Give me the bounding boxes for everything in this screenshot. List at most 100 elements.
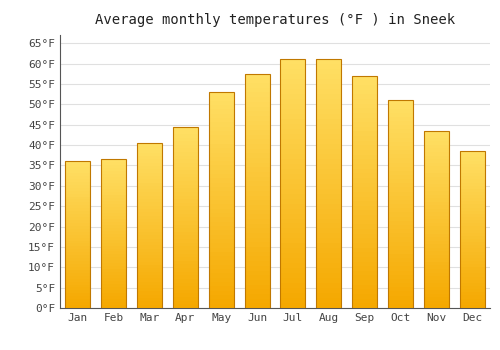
Bar bbox=[388, 104, 413, 108]
Bar bbox=[388, 183, 413, 188]
Bar bbox=[101, 174, 126, 177]
Bar bbox=[208, 131, 234, 135]
Bar bbox=[173, 214, 198, 217]
Bar bbox=[173, 206, 198, 210]
Bar bbox=[460, 233, 484, 236]
Bar bbox=[424, 148, 449, 152]
Bar bbox=[388, 295, 413, 300]
Bar bbox=[352, 234, 377, 238]
Bar bbox=[66, 240, 90, 244]
Bar bbox=[137, 288, 162, 292]
Bar bbox=[244, 158, 270, 163]
Bar bbox=[66, 299, 90, 302]
Bar bbox=[208, 101, 234, 105]
Bar bbox=[460, 252, 484, 255]
Bar bbox=[460, 204, 484, 208]
Bar bbox=[137, 166, 162, 169]
Bar bbox=[208, 96, 234, 101]
Bar bbox=[388, 221, 413, 225]
Bar bbox=[244, 186, 270, 191]
Bar bbox=[388, 133, 413, 138]
Bar bbox=[101, 278, 126, 281]
Bar bbox=[460, 255, 484, 258]
Bar bbox=[316, 268, 342, 273]
Bar bbox=[101, 204, 126, 207]
Bar bbox=[137, 143, 162, 146]
Bar bbox=[173, 127, 198, 130]
Bar bbox=[66, 199, 90, 202]
Bar bbox=[316, 184, 342, 189]
Bar bbox=[424, 134, 449, 138]
Bar bbox=[280, 60, 305, 308]
Bar bbox=[244, 271, 270, 275]
Bar bbox=[316, 60, 342, 308]
Bar bbox=[137, 199, 162, 202]
Bar bbox=[137, 219, 162, 222]
Bar bbox=[66, 202, 90, 205]
Bar bbox=[101, 216, 126, 219]
Bar bbox=[280, 283, 305, 288]
Bar bbox=[137, 236, 162, 239]
Bar bbox=[352, 280, 377, 285]
Bar bbox=[316, 248, 342, 253]
Bar bbox=[388, 237, 413, 241]
Bar bbox=[244, 153, 270, 158]
Bar bbox=[208, 222, 234, 226]
Bar bbox=[137, 298, 162, 301]
Bar bbox=[388, 262, 413, 266]
Bar bbox=[280, 263, 305, 268]
Bar bbox=[173, 188, 198, 192]
Bar bbox=[66, 270, 90, 273]
Bar bbox=[316, 194, 342, 199]
Bar bbox=[101, 207, 126, 210]
Bar bbox=[388, 162, 413, 167]
Bar bbox=[173, 134, 198, 138]
Bar bbox=[244, 261, 270, 266]
Bar bbox=[66, 293, 90, 296]
Bar bbox=[424, 188, 449, 191]
Bar bbox=[460, 211, 484, 214]
Bar bbox=[316, 109, 342, 114]
Bar bbox=[137, 225, 162, 229]
Bar bbox=[316, 144, 342, 149]
Bar bbox=[460, 239, 484, 242]
Bar bbox=[208, 92, 234, 96]
Bar bbox=[280, 154, 305, 159]
Bar bbox=[66, 255, 90, 258]
Bar bbox=[101, 287, 126, 290]
Bar bbox=[460, 189, 484, 192]
Bar bbox=[280, 179, 305, 184]
Bar bbox=[316, 238, 342, 243]
Bar bbox=[460, 242, 484, 245]
Bar bbox=[388, 117, 413, 121]
Bar bbox=[424, 152, 449, 155]
Bar bbox=[208, 153, 234, 157]
Bar bbox=[352, 289, 377, 294]
Bar bbox=[424, 198, 449, 202]
Bar bbox=[280, 258, 305, 263]
Bar bbox=[137, 163, 162, 166]
Bar bbox=[66, 161, 90, 164]
Bar bbox=[244, 92, 270, 97]
Bar bbox=[137, 156, 162, 160]
Bar bbox=[352, 285, 377, 289]
Bar bbox=[101, 272, 126, 275]
Bar bbox=[208, 286, 234, 291]
Bar bbox=[280, 288, 305, 293]
Bar bbox=[352, 196, 377, 201]
Bar bbox=[316, 298, 342, 303]
Bar bbox=[137, 265, 162, 268]
Bar bbox=[66, 205, 90, 208]
Bar bbox=[244, 238, 270, 243]
Bar bbox=[208, 157, 234, 161]
Bar bbox=[66, 302, 90, 305]
Bar bbox=[173, 127, 198, 308]
Bar bbox=[280, 224, 305, 229]
Bar bbox=[101, 302, 126, 305]
Bar bbox=[66, 176, 90, 179]
Bar bbox=[460, 195, 484, 198]
Bar bbox=[280, 114, 305, 119]
Bar bbox=[101, 201, 126, 204]
Bar bbox=[101, 266, 126, 270]
Bar bbox=[66, 296, 90, 299]
